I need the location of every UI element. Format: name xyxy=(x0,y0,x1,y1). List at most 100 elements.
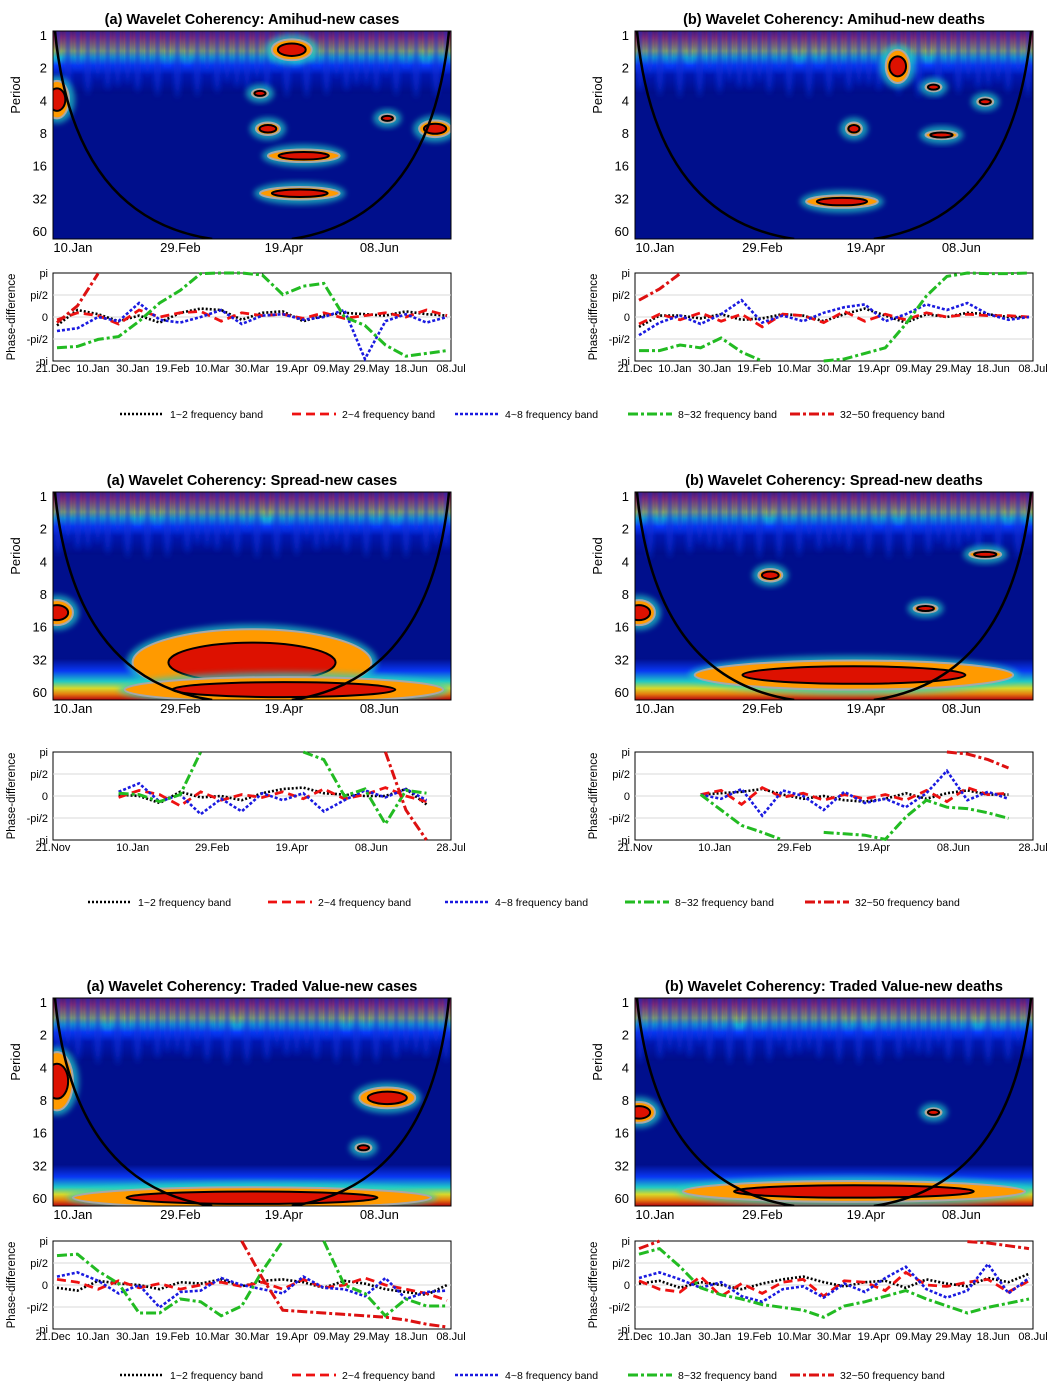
phase-y-tick-label: pi/2 xyxy=(30,1258,48,1270)
phase-y-tick-label: -pi xyxy=(36,356,48,368)
x-tick-label: 29.Feb xyxy=(742,240,782,255)
phase-y-tick-label: pi/2 xyxy=(612,1258,630,1270)
phase-x-tick-label: 21.Dec xyxy=(618,363,653,375)
phase-x-tick-label: 28.Jul xyxy=(436,842,465,854)
phase-x-tick-label: 30.Mar xyxy=(817,363,852,375)
phase-x-tick-label: 10.Mar xyxy=(195,1331,230,1343)
y-tick-label: 1 xyxy=(40,489,47,504)
phase-series-line xyxy=(56,272,100,324)
y-tick-label: 2 xyxy=(40,522,47,537)
legend: 1~2 frequency band 2~4 frequency band 4~8 … xyxy=(88,897,960,909)
phase-x-tick-label: 09.May xyxy=(314,1331,351,1343)
cone-of-influence xyxy=(53,31,451,239)
legend: 1~2 frequency band 2~4 frequency band 4~8 … xyxy=(120,1370,945,1382)
y-tick-label: 8 xyxy=(622,126,629,141)
coherency-heatmap xyxy=(634,30,1034,240)
y-axis-label: Period xyxy=(590,537,605,575)
phase-x-tick-label: 19.Apr xyxy=(276,1331,309,1343)
legend-item-label: 2~4 frequency band xyxy=(342,409,435,421)
x-tick-label: 10.Jan xyxy=(635,240,674,255)
x-tick-label: 08.Jun xyxy=(360,701,399,716)
phase-x-tick-label: 19.Feb xyxy=(155,1331,189,1343)
phase-x-tick-label: 10.Jan xyxy=(76,1331,109,1343)
phase-series-line xyxy=(638,1246,1030,1319)
phase-x-tick-label: 29.Feb xyxy=(777,842,811,854)
x-tick-label: 19.Apr xyxy=(847,240,886,255)
y-tick-label: 60 xyxy=(33,1191,47,1206)
y-tick-label: 16 xyxy=(615,620,629,635)
y-tick-label: 4 xyxy=(40,554,47,569)
phase-x-tick-label: 10.Jan xyxy=(658,1331,691,1343)
x-tick-label: 10.Jan xyxy=(635,1207,674,1222)
y-tick-label: 60 xyxy=(615,685,629,700)
legend-item-label: 8~32 frequency band xyxy=(678,409,777,421)
phase-y-tick-label: pi xyxy=(39,268,48,280)
y-tick-label: 16 xyxy=(33,159,47,174)
phase-x-tick-label: 21.Dec xyxy=(36,363,71,375)
x-tick-label: 08.Jun xyxy=(942,1207,981,1222)
y-tick-label: 8 xyxy=(40,1093,47,1108)
x-tick-label: 29.Feb xyxy=(160,701,200,716)
phase-x-tick-label: 29.May xyxy=(353,363,390,375)
phase-y-tick-label: -pi xyxy=(618,835,630,847)
phase-x-tick-label: 19.Apr xyxy=(858,1331,891,1343)
high-frequency-band xyxy=(635,31,1033,94)
y-axis-label: Period xyxy=(590,76,605,114)
phase-y-tick-label: 0 xyxy=(42,1280,48,1292)
y-axis-label: Period xyxy=(590,1043,605,1081)
y-tick-label: 32 xyxy=(33,652,47,667)
phase-x-tick-label: 19.Apr xyxy=(858,363,891,375)
phase-series-line xyxy=(383,751,428,841)
y-tick-label: 1 xyxy=(40,28,47,43)
y-tick-label: 32 xyxy=(615,191,629,206)
phase-x-tick-label: 18.Jun xyxy=(395,363,428,375)
phase-x-tick-label: 10.Jan xyxy=(116,842,149,854)
phase-series-line xyxy=(946,750,1010,770)
phase-x-tick-label: 30.Jan xyxy=(116,1331,149,1343)
x-tick-label: 19.Apr xyxy=(265,701,304,716)
phase-x-tick-label: 29.May xyxy=(353,1331,390,1343)
y-tick-label: 60 xyxy=(33,685,47,700)
x-tick-label: 19.Apr xyxy=(265,240,304,255)
legend-item-label: 32~50 frequency band xyxy=(855,897,960,909)
phase-x-tick-label: 10.Mar xyxy=(777,1331,812,1343)
phase-y-axis-label: Phase-difference xyxy=(588,1242,600,1329)
phase-x-tick-label: 30.Mar xyxy=(235,363,270,375)
y-tick-label: 60 xyxy=(615,1191,629,1206)
chart-title: (a) Wavelet Coherency: Amihud-new cases xyxy=(105,12,400,28)
y-tick-label: 2 xyxy=(622,61,629,76)
phase-x-tick-label: 19.Apr xyxy=(276,842,309,854)
high-frequency-band xyxy=(53,492,451,555)
y-tick-label: 16 xyxy=(615,159,629,174)
phase-x-tick-label: 21.Dec xyxy=(618,1331,653,1343)
phase-difference-plot: pi pi/2 0 -pi/2 -pi Phase-difference 21.Dec 10.… xyxy=(6,1236,466,1343)
y-tick-label: 32 xyxy=(33,191,47,206)
x-tick-label: 10.Jan xyxy=(53,701,92,716)
y-tick-label: 16 xyxy=(33,1126,47,1141)
phase-y-tick-label: -pi xyxy=(618,1324,630,1336)
chart-title: (a) Wavelet Coherency: Traded Value-new … xyxy=(87,979,418,995)
y-tick-label: 1 xyxy=(40,995,47,1010)
coherency-heatmap xyxy=(52,997,452,1207)
phase-series-line xyxy=(56,307,448,327)
y-tick-label: 2 xyxy=(622,1028,629,1043)
phase-difference-plot: pi pi/2 0 -pi/2 -pi Phase-difference 21.Dec 10.… xyxy=(588,268,1048,375)
phase-y-tick-label: -pi/2 xyxy=(609,813,630,825)
phase-y-tick-label: -pi xyxy=(36,835,48,847)
phase-x-tick-label: 19.Apr xyxy=(858,842,891,854)
phase-x-tick-label: 10.Jan xyxy=(698,842,731,854)
phase-x-tick-label: 09.May xyxy=(896,1331,933,1343)
phase-y-tick-label: 0 xyxy=(624,791,630,803)
phase-y-tick-label: -pi/2 xyxy=(27,1302,48,1314)
phase-x-tick-label: 18.Jun xyxy=(977,363,1010,375)
phase-x-tick-label: 08.Jun xyxy=(355,842,388,854)
phase-y-tick-label: 0 xyxy=(624,1280,630,1292)
legend-item-label: 1~2 frequency band xyxy=(170,1370,263,1382)
y-tick-label: 1 xyxy=(622,995,629,1010)
phase-x-tick-label: 19.Apr xyxy=(276,363,309,375)
phase-y-tick-label: pi xyxy=(39,1236,48,1248)
x-tick-label: 10.Jan xyxy=(53,1207,92,1222)
phase-x-tick-label: 21.Nov xyxy=(36,842,71,854)
x-tick-label: 19.Apr xyxy=(265,1207,304,1222)
